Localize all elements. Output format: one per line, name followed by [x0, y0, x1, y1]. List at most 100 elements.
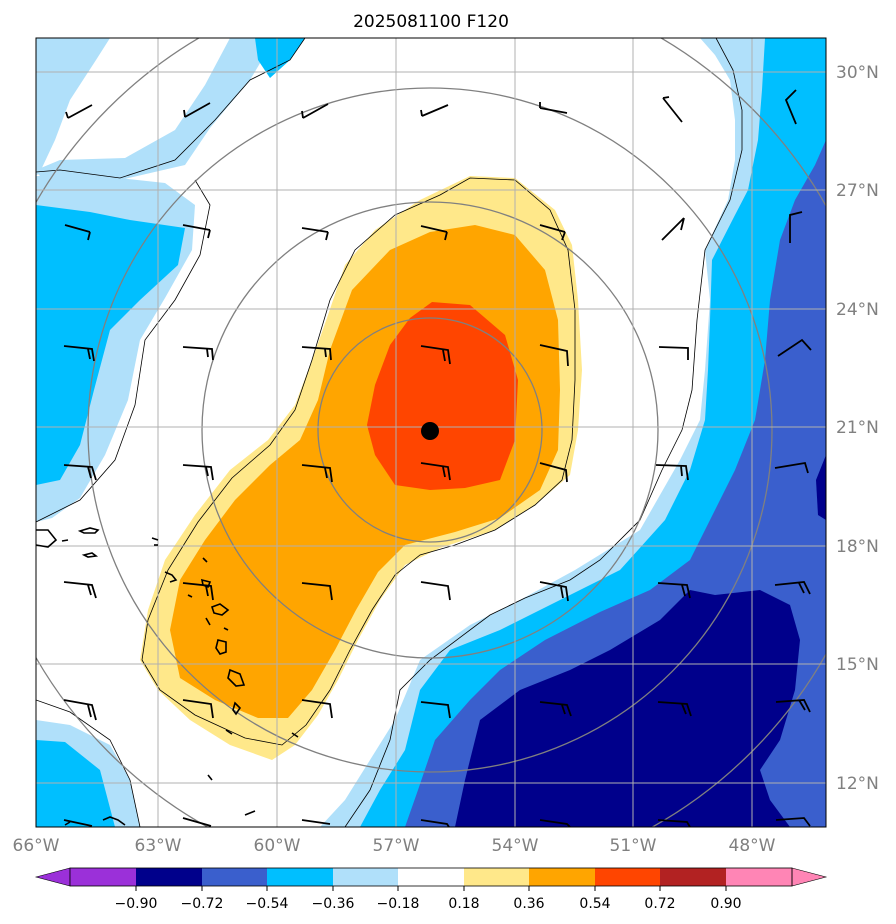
storm-center-marker — [421, 422, 439, 440]
wind-barb — [539, 344, 569, 367]
colorbar-segment — [333, 868, 398, 886]
wind-barb — [301, 582, 333, 601]
wind-barb — [420, 819, 450, 827]
wind-barb — [63, 464, 97, 481]
coastlines — [36, 527, 299, 826]
wind-barb — [539, 701, 572, 717]
colorbar-over-arrow — [791, 867, 828, 887]
colorbar-tick-label: 0.90 — [710, 896, 741, 912]
wind-barb — [657, 701, 692, 717]
lat-label: 15°N — [836, 655, 879, 675]
wind-barb — [420, 581, 451, 601]
lon-label: 51°W — [610, 836, 657, 856]
colorbar-ticks — [135, 886, 727, 891]
lon-label: 60°W — [254, 836, 301, 856]
wind-barb — [301, 699, 333, 719]
wind-barb — [301, 819, 331, 825]
wind-barb — [539, 581, 569, 602]
wind-barb — [64, 224, 91, 241]
fill-blue-west — [36, 205, 185, 485]
colorbar-tick-label: 0.18 — [448, 896, 479, 912]
wind-barb — [420, 462, 451, 481]
colorbar-segment — [464, 868, 529, 886]
wind-barb — [775, 817, 811, 827]
fill-light-blue-northwest-2 — [36, 38, 275, 180]
colorbar-tick-label: 0.54 — [579, 896, 610, 912]
wind-barb — [775, 699, 811, 713]
wind-barb — [63, 819, 93, 827]
lat-label: 18°N — [836, 537, 879, 557]
wind-barb — [420, 225, 448, 241]
colorbar-segment — [70, 868, 136, 886]
wind-barb — [182, 346, 214, 361]
colorbar-tick-label: −0.72 — [181, 896, 224, 912]
range-rings — [36, 38, 826, 827]
wind-barb — [420, 345, 451, 365]
map-frame — [35, 37, 827, 828]
wind-barb — [183, 102, 211, 118]
wind-barb — [420, 701, 451, 719]
latitude-labels: 30°N 27°N 24°N 21°N 18°N 15°N 12°N — [836, 63, 879, 794]
lon-label: 57°W — [373, 836, 420, 856]
wind-barb — [662, 96, 683, 123]
colorbar-outline — [69, 867, 793, 887]
colorbar-segment — [660, 868, 726, 886]
gridlines — [36, 38, 826, 827]
wind-barbs — [63, 89, 812, 827]
lon-label: 66°W — [13, 836, 60, 856]
wind-barb — [65, 104, 93, 119]
wind-barb — [661, 217, 685, 241]
wind-barb — [182, 224, 211, 239]
wind-barb — [182, 582, 214, 601]
lat-label: 21°N — [836, 418, 879, 438]
thin-contours — [36, 38, 743, 827]
colorbar-tick-label: 0.36 — [513, 896, 544, 912]
wind-barb — [777, 338, 812, 357]
wind-barb — [657, 582, 691, 599]
wind-barb — [301, 464, 333, 483]
colorbar-tick-label: 0.72 — [644, 896, 675, 912]
map-title: 2025081100 F120 — [353, 12, 509, 32]
wind-barb — [655, 464, 689, 481]
colorbar-segment — [202, 868, 267, 886]
colorbar-segment — [595, 868, 660, 886]
fill-red-orange-core — [367, 302, 518, 490]
wind-barb — [539, 462, 568, 483]
colorbar-tick-label: −0.54 — [246, 896, 289, 912]
wind-barb — [774, 581, 811, 595]
colorbar-segment — [267, 868, 333, 886]
colorbar-segment — [398, 868, 464, 886]
colorbar-tick-label: −0.18 — [377, 896, 420, 912]
wind-barb — [301, 346, 332, 361]
wind-barb — [789, 211, 803, 243]
colorbar-segment — [136, 868, 202, 886]
lat-label: 27°N — [836, 181, 879, 201]
wind-barb — [182, 817, 212, 827]
colorbar-labels: −0.90 −0.72 −0.54 −0.36 −0.18 0.18 0.36 … — [115, 896, 742, 912]
colorbar-segment — [726, 868, 792, 886]
wind-barb — [658, 346, 689, 360]
wind-barb — [657, 819, 691, 827]
map-plot-area — [36, 38, 826, 827]
wind-barb — [539, 224, 566, 241]
colorbar-segment — [529, 868, 595, 886]
wind-barb — [182, 464, 214, 481]
longitude-labels: 66°W 63°W 60°W 57°W 54°W 51°W 48°W — [13, 836, 776, 856]
lat-label: 30°N — [836, 63, 879, 83]
lon-label: 48°W — [729, 836, 776, 856]
colorbar-tick-label: −0.90 — [115, 896, 158, 912]
wind-barb — [63, 345, 95, 362]
wind-barb — [63, 699, 97, 721]
wind-barb — [539, 102, 568, 114]
lon-label: 63°W — [135, 836, 182, 856]
wind-barb — [539, 819, 571, 827]
wind-barb — [774, 461, 809, 474]
lat-label: 24°N — [836, 300, 879, 320]
colorbar-under-arrow — [34, 867, 71, 887]
wind-barb — [301, 227, 329, 241]
fill-blue-north-patch — [255, 38, 305, 78]
lon-label: 54°W — [492, 836, 539, 856]
fill-dark-blue-east — [816, 455, 826, 520]
colorbar-tick-label: −0.36 — [312, 896, 355, 912]
